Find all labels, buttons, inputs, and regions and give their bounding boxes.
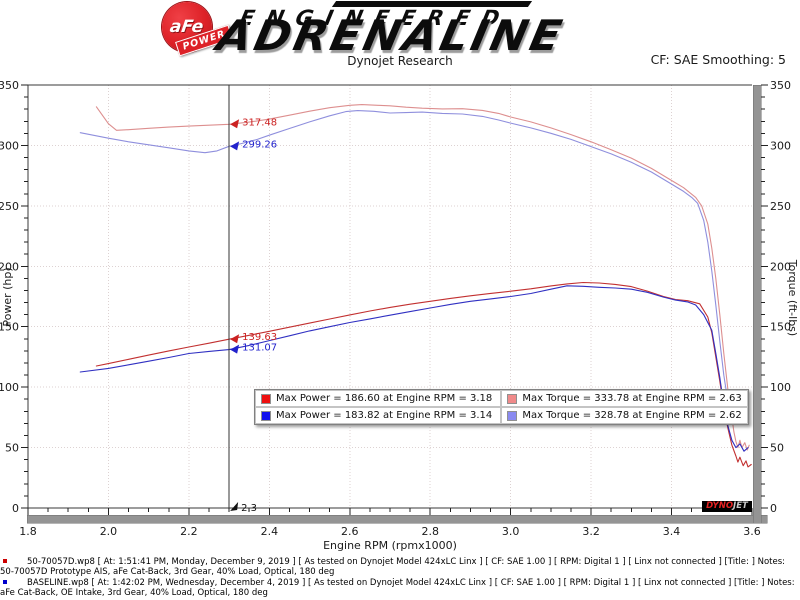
svg-text:200: 200	[0, 260, 19, 273]
dyno-chart: 0 0 50 50 100 100 150 150 200 200 250 250 300 300 350 3…	[0, 79, 799, 552]
svg-text:2.4: 2.4	[261, 525, 279, 538]
svg-text:2.0: 2.0	[100, 525, 118, 538]
svg-text:0: 0	[770, 502, 777, 515]
cursor-readout-value: 131.07	[242, 343, 277, 354]
cursor-readout-value: 317.48	[242, 117, 277, 128]
axis-ticks	[21, 84, 768, 515]
cursor-readout-arrow-icon	[230, 141, 240, 151]
svg-text:3.6: 3.6	[743, 525, 761, 538]
legend-entry-max-torque-baseline: Max Torque = 328.78 at Engine RPM = 2.62	[501, 407, 748, 424]
run-bullet-baseline	[3, 580, 7, 584]
axis-tick-labels: 0 0 50 50 100 100 150 150 200 200 250 250 300 300 350 3…	[0, 79, 791, 538]
legend-text: Max Power = 183.82 at Engine RPM = 3.14	[276, 410, 493, 421]
run-description-afe: 50-70057D.wp8 [ At: 1:51:41 PM, Monday, …	[0, 557, 797, 577]
run-bullet-afe	[3, 559, 7, 563]
chart-legend: Max Power = 186.60 at Engine RPM = 3.18 …	[254, 389, 749, 425]
svg-text:150: 150	[770, 321, 791, 334]
svg-text:300: 300	[770, 139, 791, 152]
dynojet-research-subtitle: Dynojet Research	[347, 54, 453, 68]
plot-frame	[27, 84, 752, 509]
legend-swatch-torque-baseline	[507, 410, 518, 421]
cursor-readout-arrow-icon	[230, 334, 240, 344]
svg-text:350: 350	[0, 79, 19, 92]
right-axis-title: Torque (ft-lbs)	[786, 259, 799, 336]
legend-text: Max Torque = 333.78 at Engine RPM = 2.63	[522, 393, 742, 404]
series-power-baseline	[79, 285, 749, 452]
svg-text:2.8: 2.8	[421, 525, 439, 538]
svg-text:100: 100	[0, 381, 19, 394]
svg-text:100: 100	[770, 381, 791, 394]
legend-entry-max-power-baseline: Max Power = 183.82 at Engine RPM = 3.14	[255, 407, 502, 424]
smoothing-setting-label: CF: SAE Smoothing: 5	[650, 52, 786, 67]
legend-swatch-power-afe	[261, 393, 271, 404]
left-axis-title: Power (hp)	[1, 267, 14, 326]
legend-swatch-power-baseline	[261, 410, 271, 421]
svg-text:150: 150	[0, 321, 19, 334]
gridlines	[28, 85, 752, 508]
svg-text:50: 50	[5, 442, 19, 455]
dynojet-logo: DYNO JET	[702, 501, 752, 512]
dynojet-logo-jet: JET	[733, 501, 748, 512]
run-description-baseline: BASELINE.wp8 [ At: 1:42:02 PM, Wednesday…	[0, 578, 797, 598]
svg-text:3.0: 3.0	[502, 525, 520, 538]
svg-text:3.4: 3.4	[663, 525, 681, 538]
svg-text:3.2: 3.2	[582, 525, 600, 538]
cursor-x-value: 2.3	[241, 503, 257, 514]
dynojet-logo-dyno: DYNO	[706, 501, 734, 512]
cursor-readout-arrow-icon	[230, 344, 240, 354]
svg-text:250: 250	[770, 200, 791, 213]
series-power-afe	[95, 281, 752, 468]
legend-entry-max-torque-afe: Max Torque = 333.78 at Engine RPM = 2.63	[501, 390, 748, 407]
legend-text: Max Torque = 328.78 at Engine RPM = 2.62	[522, 410, 742, 421]
cursor-x-arrow-icon	[230, 502, 239, 511]
axis-bars	[26, 84, 768, 524]
svg-text:2.6: 2.6	[341, 525, 359, 538]
cursor-readout-value: 299.26	[242, 139, 277, 150]
run-description-text: BASELINE.wp8 [ At: 1:42:02 PM, Wednesday…	[0, 578, 795, 598]
legend-entry-max-power-afe: Max Power = 186.60 at Engine RPM = 3.18	[255, 390, 502, 407]
axis-titles: Power (hp) Torque (ft-lbs) Engine RPM (rpm…	[1, 259, 799, 552]
x-axis-title: Engine RPM (rpmx1000)	[323, 539, 457, 552]
cursor-readout-arrow-icon	[230, 119, 240, 129]
svg-text:200: 200	[770, 260, 791, 273]
run-description-text: 50-70057D.wp8 [ At: 1:51:41 PM, Monday, …	[0, 557, 786, 577]
legend-swatch-torque-afe	[507, 393, 518, 404]
svg-text:350: 350	[770, 79, 791, 92]
legend-text: Max Power = 186.60 at Engine RPM = 3.18	[276, 393, 493, 404]
registered-mark: ®	[204, 4, 210, 11]
svg-text:250: 250	[0, 200, 19, 213]
run-file-descriptions: 50-70057D.wp8 [ At: 1:51:41 PM, Monday, …	[0, 557, 797, 599]
svg-text:2.2: 2.2	[180, 525, 198, 538]
svg-text:1.8: 1.8	[19, 525, 37, 538]
svg-text:0: 0	[12, 502, 19, 515]
svg-text:300: 300	[0, 139, 19, 152]
series-torque-baseline	[79, 110, 737, 417]
cursor-readout-value: 139.63	[242, 332, 277, 343]
svg-text:50: 50	[770, 442, 784, 455]
